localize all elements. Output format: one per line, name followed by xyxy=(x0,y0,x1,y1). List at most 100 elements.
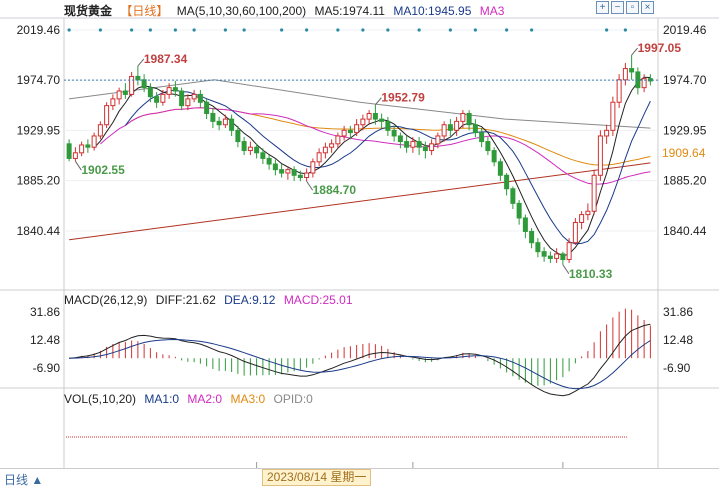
macd-params-label: MACD(26,12,9) xyxy=(64,293,148,307)
event-marker-dot xyxy=(67,28,71,32)
candle-body xyxy=(379,118,385,122)
candle-body xyxy=(316,152,322,163)
annotation-leader xyxy=(631,47,639,56)
price-tick-label-right: 2019.46 xyxy=(663,23,707,37)
candle-body xyxy=(416,141,422,148)
vol-params-label: VOL(5,10,20) xyxy=(64,392,137,406)
candle-body xyxy=(272,163,278,171)
candle-body xyxy=(341,129,347,137)
candlestick-chart[interactable]: 2019.46 2019.46 1974.70 1974.70 1929.95 1929.… xyxy=(0,0,719,468)
candle-body xyxy=(579,214,585,223)
price-tick-label-left: 1974.70 xyxy=(17,73,61,87)
candle-body xyxy=(329,143,335,148)
candle-body xyxy=(216,120,222,126)
candle-body xyxy=(516,202,522,219)
annotation-leader xyxy=(74,160,82,171)
macd-value: MACD:25.01 xyxy=(283,293,353,307)
candle-body xyxy=(535,242,541,253)
event-marker-dot xyxy=(505,28,509,32)
crosshair-date-tooltip: 2023/08/14 星期一 xyxy=(262,469,372,486)
annotation-leader xyxy=(562,264,570,275)
ma3-label: MA3 xyxy=(479,4,505,18)
candle-body xyxy=(116,90,122,100)
event-marker-dot xyxy=(98,28,102,32)
event-marker-dot xyxy=(361,28,365,32)
macd-tick-label-right: -6.90 xyxy=(663,361,691,375)
candle-body xyxy=(172,87,178,92)
candle-body xyxy=(147,87,153,98)
high-price-label: 1987.34 xyxy=(144,52,188,66)
price-tick-label-right: 1840.44 xyxy=(663,224,707,238)
candle-body xyxy=(404,141,410,148)
candle-body xyxy=(254,146,260,154)
candle-body xyxy=(347,129,353,134)
vol-ma2-value: MA2:0 xyxy=(187,392,223,406)
candle-body xyxy=(185,98,191,107)
event-marker-dot xyxy=(130,28,134,32)
ma30-line xyxy=(100,107,651,185)
instrument-title: 现货黄金 xyxy=(64,4,113,18)
candle-body xyxy=(141,79,147,89)
candle-body xyxy=(122,90,128,95)
price-tick-label-left: 2019.46 xyxy=(17,23,61,37)
candle-body xyxy=(310,161,316,174)
event-marker-dot xyxy=(173,28,177,32)
event-marker-dot xyxy=(242,28,246,32)
event-marker-dot xyxy=(623,28,627,32)
event-marker-dot xyxy=(386,28,390,32)
candle-body xyxy=(204,101,210,114)
event-marker-dot xyxy=(280,28,284,32)
candle-body xyxy=(160,93,166,103)
ma10-value: MA10:1945.95 xyxy=(393,4,472,18)
candle-body xyxy=(479,132,485,143)
chart-legend: 现货黄金 【日线】 MA(5,10,30,60,100,200) MA5:197… xyxy=(64,2,509,18)
candle-body xyxy=(297,174,303,179)
candle-body xyxy=(604,129,610,137)
zoom-in-icon[interactable]: + xyxy=(596,1,609,14)
annotation-leader xyxy=(374,97,382,106)
candle-body xyxy=(222,118,228,126)
vol-legend: VOL(5,10,20) MA1:0 MA2:0 MA3:0 OPID:0 xyxy=(64,392,318,406)
candle-body xyxy=(547,255,553,259)
candle-body xyxy=(266,157,272,165)
candle-body xyxy=(335,135,341,145)
zoom-out-icon[interactable]: − xyxy=(611,1,624,14)
vol-ma1-value: MA1:0 xyxy=(144,392,180,406)
restore-icon[interactable]: ▫ xyxy=(626,1,639,14)
candle-body xyxy=(166,87,172,95)
annotation-leader xyxy=(137,58,145,67)
candle-body xyxy=(360,118,366,126)
macd-tick-label-left: 31.86 xyxy=(30,305,60,319)
candle-body xyxy=(97,124,103,137)
candle-body xyxy=(447,124,453,131)
candle-body xyxy=(585,210,591,216)
dea-value: DEA:9.12 xyxy=(224,293,276,307)
candle-body xyxy=(210,112,216,122)
candle-body xyxy=(466,112,472,126)
candle-body xyxy=(410,141,416,148)
candle-body xyxy=(366,112,372,120)
candle-body xyxy=(560,253,566,261)
event-marker-dot xyxy=(473,28,477,32)
candle-body xyxy=(397,135,403,143)
candle-body xyxy=(241,141,247,152)
candle-body xyxy=(197,93,203,103)
candle-body xyxy=(391,129,397,137)
period-selector-button[interactable]: 日线 ▲ xyxy=(4,473,44,487)
candle-body xyxy=(622,68,628,81)
candle-body xyxy=(179,90,185,107)
ma5-value: MA5:1974.11 xyxy=(314,4,385,18)
candle-body xyxy=(354,124,360,134)
candle-body xyxy=(235,129,241,143)
candle-body xyxy=(491,150,497,163)
candle-body xyxy=(129,75,135,95)
candle-body xyxy=(229,118,235,131)
macd-legend: MACD(26,12,9) DIFF:21.62 DEA:9.12 MACD:2… xyxy=(64,293,358,307)
macd-tick-label-left: -6.90 xyxy=(33,361,61,375)
candle-body xyxy=(154,96,160,103)
ma200-line xyxy=(69,162,651,241)
candle-body xyxy=(260,152,266,159)
candle-body xyxy=(572,221,578,244)
close-icon[interactable]: × xyxy=(641,1,654,14)
macd-tick-label-right: 12.48 xyxy=(663,333,693,347)
